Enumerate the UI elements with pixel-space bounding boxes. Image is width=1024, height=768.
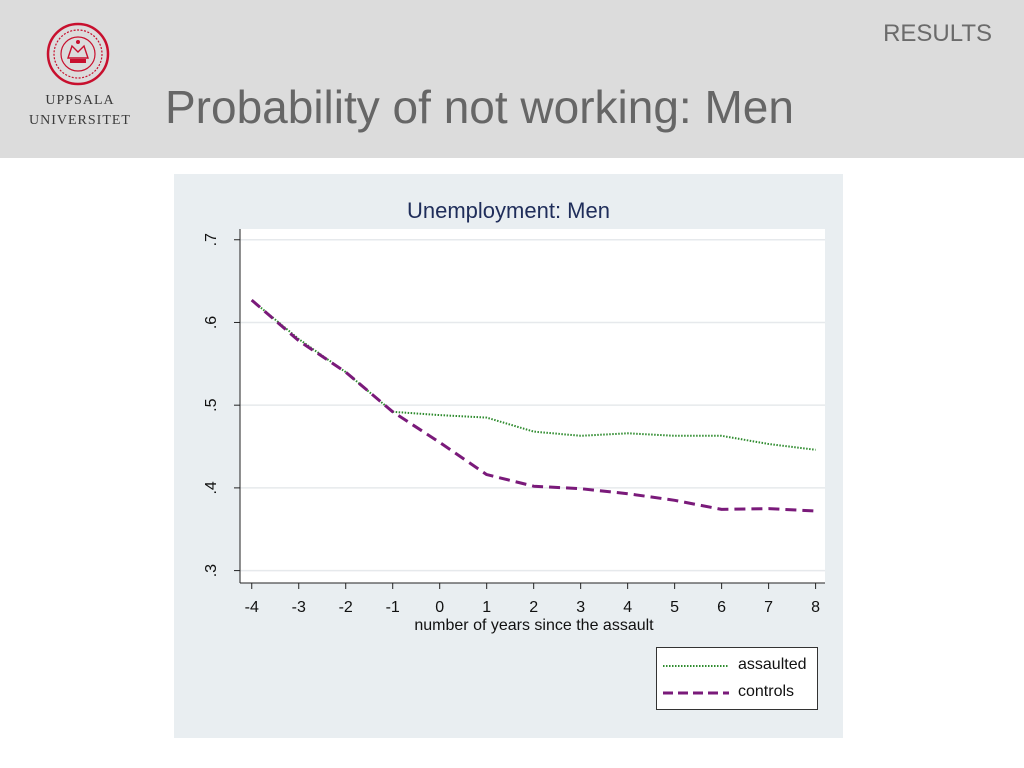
chart-legend: assaulted controls	[656, 647, 818, 710]
y-tick-label: .4	[203, 481, 220, 494]
y-tick-label: .6	[203, 316, 220, 329]
x-tick-label: -4	[245, 599, 259, 616]
slide-header: UPPSALA UNIVERSITET RESULTS Probability …	[0, 0, 1024, 158]
logo-text-line2: UNIVERSITET	[29, 113, 131, 128]
x-tick-label: -1	[386, 599, 400, 616]
slide-title: Probability of not working: Men	[165, 81, 794, 133]
legend-item-assaulted: assaulted	[663, 656, 813, 676]
y-tick-label: .7	[203, 233, 220, 246]
legend-label-assaulted: assaulted	[738, 656, 807, 673]
x-tick-label: 7	[764, 599, 773, 616]
university-seal-icon	[46, 22, 110, 86]
x-tick-label: 6	[717, 599, 726, 616]
series-line-assaulted	[251, 299, 816, 451]
x-axis-label: number of years since the assault	[414, 617, 654, 634]
logo-text-line1: UPPSALA	[45, 93, 115, 108]
x-tick-label: -3	[292, 599, 306, 616]
x-tick-label: 3	[576, 599, 585, 616]
x-tick-label: 0	[435, 599, 444, 616]
x-tick-label: 4	[623, 599, 632, 616]
legend-item-controls: controls	[663, 683, 813, 703]
chart-panel: Unemployment: Men .3 .4 .5 .6 .7 -4 -3 -2 -1 0 1 2 3…	[174, 174, 843, 738]
x-tick-label: 8	[811, 599, 820, 616]
legend-swatch-assaulted	[663, 665, 729, 667]
series-line-controls	[250, 298, 816, 513]
line-chart: .3 .4 .5 .6 .7 -4 -3 -2 -1 0 1 2 3 4 5 6 7 8	[203, 229, 825, 616]
section-label: RESULTS	[883, 20, 992, 47]
plot-area	[240, 229, 825, 583]
uppsala-logo: UPPSALA UNIVERSITET	[14, 20, 146, 140]
chart-title: Unemployment: Men	[407, 198, 610, 223]
x-tick-label: -2	[339, 599, 353, 616]
y-tick-label: .3	[203, 564, 220, 577]
x-tick-label: 5	[670, 599, 679, 616]
legend-swatch-controls	[663, 691, 729, 695]
x-tick-label: 2	[529, 599, 538, 616]
y-tick-label: .5	[203, 398, 220, 411]
legend-label-controls: controls	[738, 683, 795, 700]
x-tick-label: 1	[482, 599, 491, 616]
